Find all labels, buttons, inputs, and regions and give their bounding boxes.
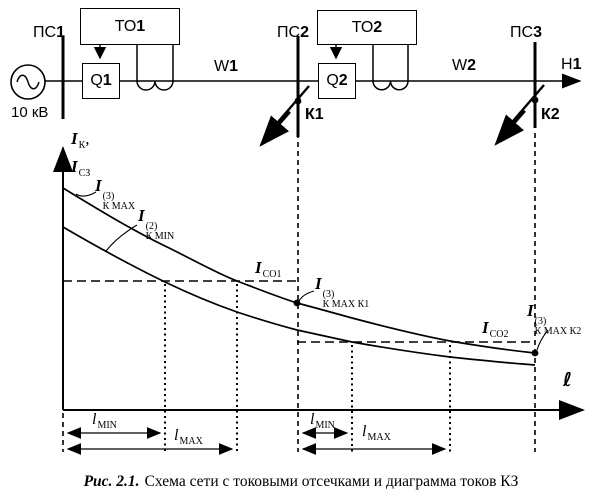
relay-to1-label: ТО1: [114, 17, 146, 35]
x-axis-label: ℓ: [563, 369, 572, 391]
point-ik-max-k2-dot: [531, 349, 539, 357]
y-axis-label: IК, IСЗ: [71, 129, 91, 179]
source-voltage-label: 10 кВ: [11, 104, 49, 121]
cutoff2-label: IСО2: [482, 318, 509, 340]
point-ik-max-k1-dot: [293, 299, 301, 307]
bus-ps2-label: ПС2: [277, 24, 309, 41]
dimension-arrows: [66, 427, 447, 455]
breaker-q2-label: Q2: [326, 72, 348, 89]
lmax-1-label: lMAX: [174, 427, 203, 447]
lmin-2-label: lMIN: [310, 411, 335, 431]
intersection-dotted-lines: [164, 284, 451, 452]
fault-k2-dot: [531, 96, 539, 104]
curve-ik-min-label: I (2) К MIN: [138, 206, 175, 242]
lmax-2-label: lMAX: [362, 423, 391, 443]
graph-axes: [53, 146, 585, 420]
curve-ik-min: [62, 226, 536, 366]
line-w1-label: W1: [214, 58, 239, 75]
load-h1-label: Н1: [561, 56, 582, 73]
bus-ps3-label: ПС3: [510, 24, 542, 41]
label-leader-lines: [75, 191, 549, 351]
relay-to1-box: ТО1: [80, 8, 180, 45]
breaker-q1-box: Q1: [82, 63, 120, 99]
relay-to2-label: ТО2: [351, 18, 383, 36]
relay-to2-box: ТО2: [317, 10, 417, 45]
generator-symbol: [10, 64, 46, 100]
caption-number: Рис. 2.1.: [83, 473, 140, 490]
sine-wave-icon: [16, 74, 40, 90]
breaker-q2-box: Q2: [318, 63, 356, 99]
figure-caption: Рис. 2.1. Схема сети с токовыми отсечками…: [0, 473, 602, 491]
lmin-1-label: lMIN: [92, 411, 117, 431]
breaker-q1-label: Q1: [90, 72, 112, 89]
cutoff1-label: IСО1: [255, 258, 282, 280]
point-ik-max-k2-label: I (3) К MAX К2: [527, 301, 582, 337]
curve-ik-max: [62, 187, 536, 354]
curve-ik-max-label: I (3) К MAX: [95, 176, 136, 212]
caption-text: Схема сети с токовыми отсечками и диагра…: [144, 473, 519, 490]
point-ik-max-k1-label: I (3) К MAX К1: [315, 274, 370, 310]
fault-k2-label: К2: [541, 106, 560, 123]
bus-ps1-label: ПС1: [33, 24, 65, 41]
ct2-symbol: [372, 45, 409, 91]
fault-k2-lightning-icon: [494, 84, 545, 146]
fault-k1-dot: [294, 97, 302, 105]
line-w2-label: W2: [452, 57, 477, 74]
fault-k1-label: К1: [305, 106, 324, 123]
fault-k1-lightning-icon: [259, 85, 310, 147]
ct1-symbol: [136, 45, 174, 91]
